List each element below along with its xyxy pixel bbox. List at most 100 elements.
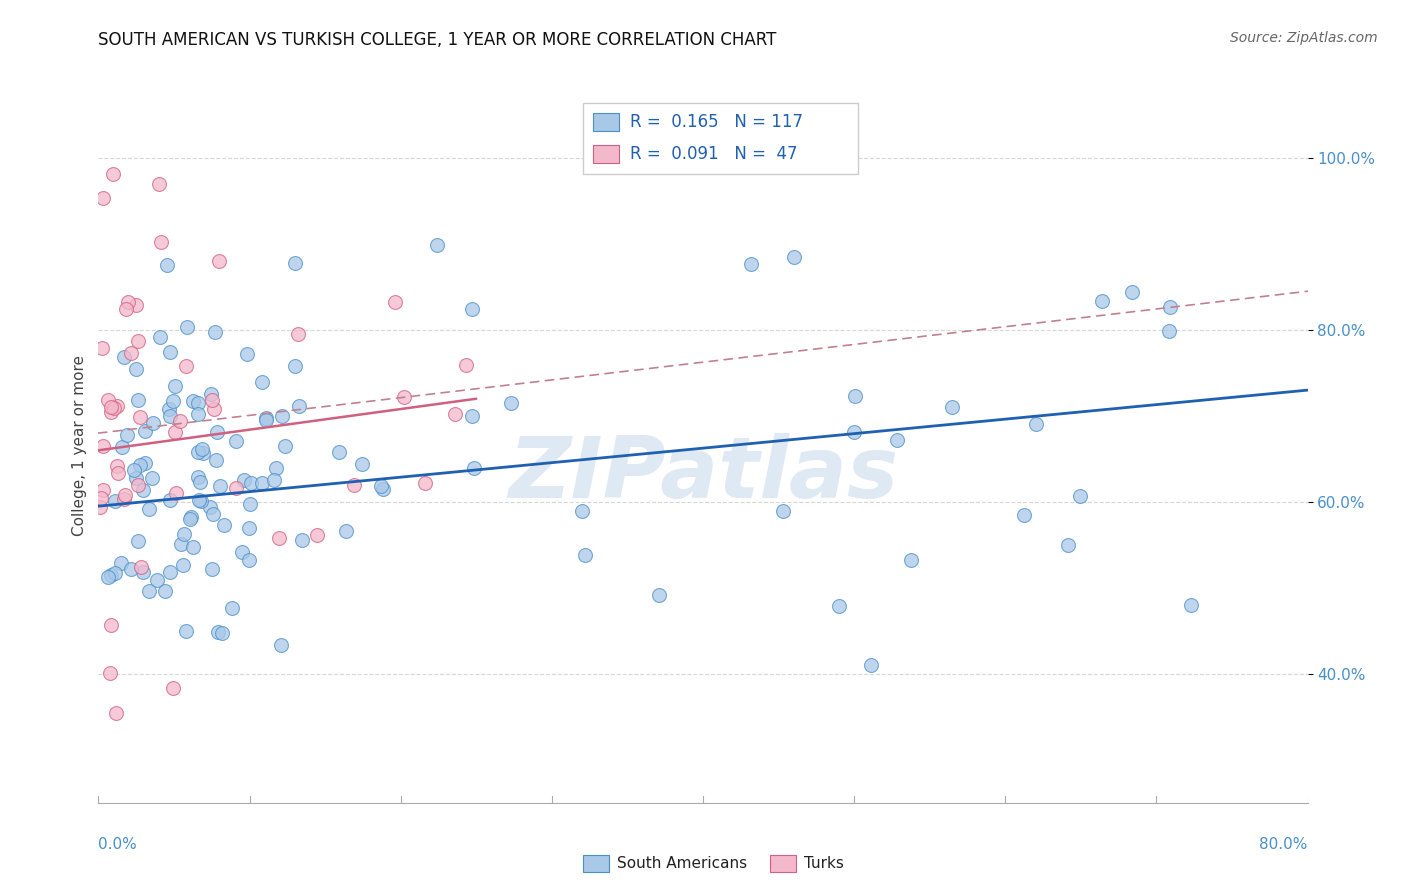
Point bbox=[110, 557, 132, 571]
Point bbox=[859, 658, 882, 673]
Point bbox=[115, 301, 138, 316]
Point bbox=[181, 540, 204, 554]
Point bbox=[461, 409, 484, 423]
Text: R =  0.091   N =  47: R = 0.091 N = 47 bbox=[630, 145, 797, 163]
Point bbox=[1157, 324, 1180, 338]
Point bbox=[105, 458, 128, 473]
Point bbox=[128, 458, 150, 472]
Point bbox=[501, 395, 523, 409]
Point bbox=[174, 624, 197, 638]
Point bbox=[138, 584, 160, 599]
Point bbox=[90, 341, 112, 355]
Point bbox=[373, 483, 395, 497]
Point bbox=[335, 524, 357, 538]
Point bbox=[100, 405, 122, 419]
Point bbox=[131, 483, 153, 498]
Point bbox=[115, 428, 138, 442]
Text: 0.0%: 0.0% bbox=[98, 838, 138, 852]
Point bbox=[125, 298, 148, 312]
Point bbox=[190, 494, 212, 508]
Y-axis label: College, 1 year or more: College, 1 year or more bbox=[72, 356, 87, 536]
Point bbox=[174, 359, 197, 373]
Point bbox=[214, 517, 236, 532]
Point bbox=[188, 475, 211, 490]
Point bbox=[264, 461, 287, 475]
Point bbox=[159, 344, 181, 359]
Point bbox=[225, 481, 247, 495]
Point bbox=[112, 491, 135, 506]
Point bbox=[1091, 294, 1114, 309]
Point bbox=[191, 442, 214, 457]
Point bbox=[202, 507, 225, 521]
Point bbox=[187, 407, 209, 421]
Point bbox=[153, 583, 176, 598]
Point bbox=[159, 409, 181, 424]
Point bbox=[231, 545, 253, 559]
Point bbox=[165, 378, 187, 392]
Point bbox=[202, 402, 225, 417]
Point bbox=[111, 440, 134, 454]
Point bbox=[1121, 285, 1143, 299]
Point bbox=[112, 351, 135, 365]
Point bbox=[114, 488, 136, 502]
Point bbox=[103, 401, 125, 415]
Point bbox=[269, 532, 291, 546]
Point bbox=[461, 302, 484, 317]
Point bbox=[221, 601, 243, 615]
Point bbox=[179, 511, 201, 525]
Point bbox=[163, 425, 186, 440]
Point bbox=[941, 401, 963, 415]
Point bbox=[1159, 301, 1181, 315]
Point bbox=[288, 399, 311, 413]
Point bbox=[159, 492, 181, 507]
Point bbox=[208, 478, 231, 492]
Point bbox=[343, 478, 366, 492]
Point bbox=[127, 477, 149, 491]
Point bbox=[150, 235, 173, 249]
Point bbox=[392, 390, 415, 404]
Point bbox=[205, 425, 228, 440]
Point bbox=[328, 444, 350, 458]
Point bbox=[142, 416, 165, 430]
Point bbox=[252, 476, 274, 491]
Point bbox=[1012, 508, 1035, 522]
Point bbox=[208, 254, 231, 268]
Point bbox=[250, 376, 273, 390]
Point bbox=[90, 491, 112, 505]
Point bbox=[172, 558, 194, 572]
Point bbox=[1180, 598, 1202, 612]
Point bbox=[444, 408, 467, 422]
Point bbox=[886, 433, 908, 447]
Point bbox=[162, 394, 184, 409]
Point bbox=[370, 479, 392, 493]
Point bbox=[127, 533, 149, 548]
Point bbox=[170, 537, 193, 551]
Point bbox=[141, 470, 163, 484]
Point bbox=[1069, 489, 1091, 503]
Point bbox=[100, 400, 122, 414]
Point bbox=[740, 257, 762, 271]
Point bbox=[138, 501, 160, 516]
Point bbox=[284, 256, 307, 270]
Point bbox=[134, 425, 156, 439]
Point bbox=[101, 167, 124, 181]
Point bbox=[263, 473, 285, 487]
Point bbox=[270, 638, 292, 652]
Point bbox=[574, 549, 596, 563]
Point bbox=[238, 553, 260, 567]
Point bbox=[100, 568, 122, 582]
Point bbox=[1057, 538, 1080, 552]
Point bbox=[120, 561, 142, 575]
Point bbox=[201, 562, 224, 576]
Point bbox=[159, 565, 181, 579]
Point bbox=[648, 588, 671, 602]
Point bbox=[274, 440, 297, 454]
Point bbox=[169, 414, 191, 428]
Point bbox=[162, 681, 184, 696]
Point bbox=[176, 320, 198, 334]
Point bbox=[145, 573, 167, 587]
Point bbox=[104, 706, 127, 721]
Point bbox=[100, 665, 122, 680]
Point bbox=[211, 626, 233, 640]
Point bbox=[187, 492, 209, 507]
